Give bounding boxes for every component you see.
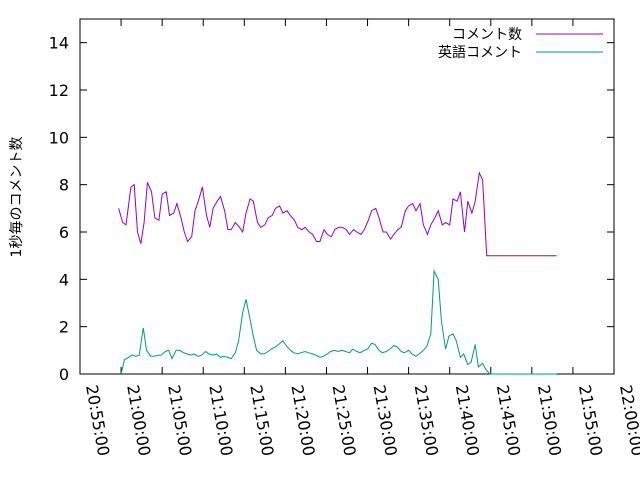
y-tick-label: 0	[59, 365, 69, 384]
legend-label-0: コメント数	[452, 27, 522, 43]
x-tick-label: 21:25:00	[329, 383, 360, 457]
y-tick-label: 10	[49, 128, 69, 147]
x-tick-label: 21:15:00	[246, 383, 277, 457]
x-tick-label: 21:50:00	[534, 383, 565, 457]
x-tick-label: 21:10:00	[205, 383, 236, 457]
y-tick-label: 4	[59, 270, 69, 289]
series-lines	[118, 171, 557, 375]
x-tick-label: 21:35:00	[411, 383, 442, 457]
x-tick-label: 21:20:00	[287, 383, 318, 457]
legend-label-1: 英語コメント	[438, 44, 522, 61]
x-tick-label: 21:30:00	[370, 383, 401, 457]
x-tick-label: 21:00:00	[123, 383, 154, 457]
series-line-0	[118, 171, 557, 257]
x-tick-label: 20:55:00	[82, 383, 113, 457]
y-tick-label: 2	[59, 318, 69, 337]
x-axis-ticks: 20:55:00 21:00:00 21:05:00 21:10:00 21:15:00…	[79, 19, 640, 457]
y-tick-label: 8	[59, 176, 69, 195]
series-line-1	[120, 269, 557, 375]
x-tick-label: 21:40:00	[452, 383, 483, 457]
x-tick-label: 21:55:00	[575, 383, 606, 457]
x-tick-label: 22:00:00	[616, 383, 640, 457]
x-tick-label: 21:45:00	[493, 383, 524, 457]
y-tick-label: 6	[59, 223, 69, 242]
y-tick-label: 14	[49, 34, 69, 53]
y-axis-title: 1秒毎のコメント数	[9, 137, 25, 258]
plot-frame	[79, 18, 615, 375]
y-axis-ticks: 0 2 4 6 8 10 12 14	[49, 34, 614, 384]
y-tick-label: 12	[49, 81, 69, 100]
x-tick-label: 21:05:00	[164, 383, 195, 457]
